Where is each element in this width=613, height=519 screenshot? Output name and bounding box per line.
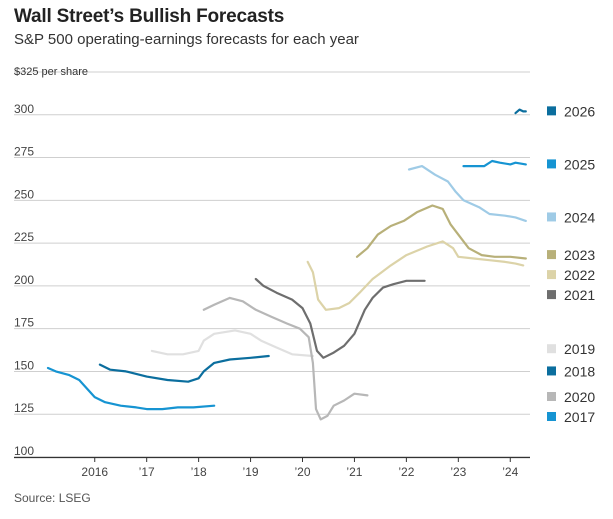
legend-label: 2018 (564, 363, 595, 379)
source-note: Source: LSEG (14, 491, 91, 505)
legend-label: 2023 (564, 247, 595, 263)
x-tick-label: ’20 (294, 465, 310, 479)
legend-label: 2022 (564, 267, 595, 283)
series-line-2021 (254, 277, 426, 359)
y-tick-label: 125 (14, 401, 34, 415)
series-line-2022 (306, 240, 525, 311)
y-axis-unit-label: $325 per share (14, 66, 88, 78)
chart-title: Wall Street’s Bullish Forecasts (14, 6, 285, 27)
legend-swatch (547, 250, 556, 260)
legend-swatch (547, 392, 556, 401)
y-tick-label: 200 (14, 273, 34, 287)
series-line-2024 (407, 165, 527, 222)
legend-swatch (547, 106, 556, 116)
legend-item-2019: 2019 (547, 341, 595, 357)
legend-label: 2024 (564, 209, 595, 225)
y-tick-label: 300 (14, 102, 34, 116)
legend-swatch (547, 366, 556, 376)
legend-swatch (547, 290, 556, 300)
series-line-2020 (202, 296, 369, 421)
legend-label: 2019 (564, 341, 595, 357)
y-tick-label: 250 (14, 187, 34, 201)
x-tick-label: ’24 (502, 465, 518, 479)
series-line-2026 (514, 108, 527, 115)
series-line-2025 (462, 159, 527, 168)
x-tick-label: ’23 (450, 465, 466, 479)
legend-swatch (547, 344, 556, 354)
legend-label: 2021 (564, 287, 595, 303)
series-line-2023 (355, 204, 527, 260)
legend-item-2022: 2022 (547, 267, 595, 283)
y-tick-label: 100 (14, 444, 34, 458)
x-tick-label: ’17 (139, 465, 155, 479)
x-tick-label: 2016 (81, 465, 108, 479)
series-line-2019 (150, 329, 314, 358)
y-tick-label: 150 (14, 358, 34, 372)
series-lines (46, 108, 527, 421)
y-tick-label: 275 (14, 145, 34, 159)
legend-swatch (547, 159, 556, 169)
legend-label: 2017 (564, 409, 595, 425)
chart-subtitle: S&P 500 operating-earnings forecasts for… (14, 31, 359, 48)
legend-item-2021: 2021 (547, 287, 595, 303)
legend-item-2020: 2020 (547, 389, 595, 405)
y-tick-label: 175 (14, 316, 34, 330)
x-tick-label: ’19 (243, 465, 259, 479)
legend-label: 2025 (564, 156, 595, 172)
series-line-2017 (46, 366, 216, 411)
legend-label: 2026 (564, 103, 595, 119)
legend-item-2018: 2018 (547, 363, 595, 379)
legend-item-2025: 2025 (547, 156, 595, 172)
x-tick-label: ’21 (346, 465, 362, 479)
legend: 2026 2025 2024 2023 2022 2021 2019 2018 2020 2017 (547, 103, 595, 425)
gridlines (14, 71, 530, 458)
legend-swatch (547, 412, 556, 421)
series-line-2018 (98, 354, 270, 383)
y-tick-label: 225 (14, 230, 34, 244)
x-tick-label: ’18 (191, 465, 207, 479)
legend-item-2017: 2017 (547, 409, 595, 425)
y-axis-ticks: 100 125 150 175 200 225 250 275 300 (14, 102, 34, 458)
legend-swatch (547, 212, 556, 222)
x-tick-label: ’22 (398, 465, 414, 479)
legend-label: 2020 (564, 389, 595, 405)
x-axis: 2016 ’17 ’18 ’19 ’20 ’21 ’22 ’23 ’24 (14, 456, 530, 479)
legend-swatch (547, 270, 556, 280)
legend-item-2026: 2026 (547, 103, 595, 119)
legend-item-2024: 2024 (547, 209, 595, 225)
legend-item-2023: 2023 (547, 247, 595, 263)
